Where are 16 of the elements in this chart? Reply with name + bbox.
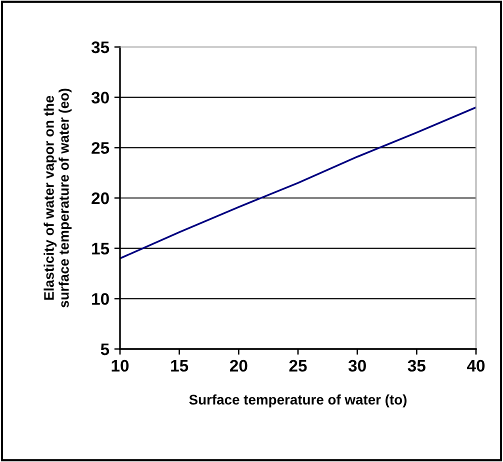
y-tick-label: 25	[92, 142, 110, 154]
x-tick-label: 25	[289, 360, 307, 372]
x-tick-label: 15	[171, 360, 188, 372]
y-tick-label: 30	[91, 92, 109, 104]
x-tick-label: 20	[230, 360, 248, 372]
x-tick-label: 35	[408, 360, 426, 372]
y-tick-label: 10	[92, 293, 109, 305]
y-tick-label: 5	[100, 344, 110, 356]
y-tick-label: 20	[92, 192, 109, 204]
x-tick-label: 30	[348, 360, 366, 372]
x-tick-label: 40	[466, 360, 485, 372]
y-tick-label: 35	[91, 41, 110, 54]
y-axis-title: Elasticity of water vapor on the surface temperature of water (eo)	[44, 88, 72, 308]
y-tick-label: 15	[92, 242, 110, 255]
x-axis-title: Surface temperature of water (to)	[189, 394, 407, 408]
x-tick-label: 10	[112, 360, 129, 372]
